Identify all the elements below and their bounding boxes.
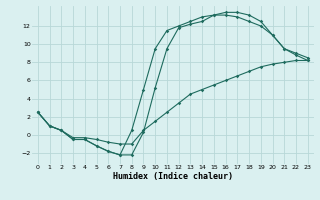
X-axis label: Humidex (Indice chaleur): Humidex (Indice chaleur) [113, 172, 233, 181]
